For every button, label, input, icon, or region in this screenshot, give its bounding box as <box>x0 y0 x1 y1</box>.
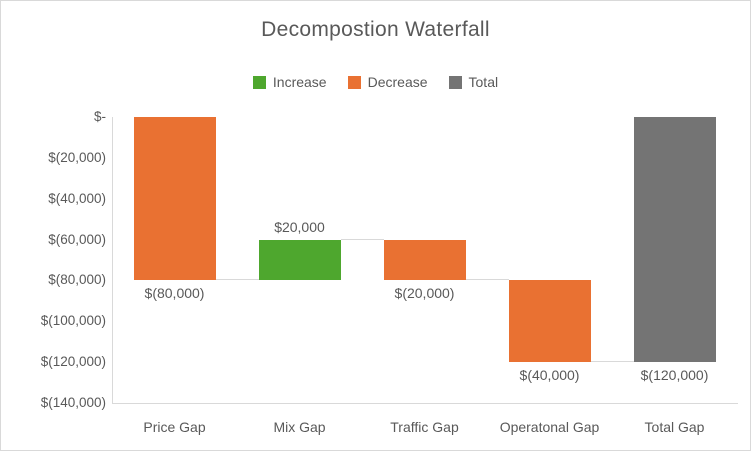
y-tick-label: $(40,000) <box>48 190 106 206</box>
plot-area <box>112 117 738 404</box>
bar-price-gap[interactable] <box>133 117 216 281</box>
bar-total-gap[interactable] <box>633 117 716 363</box>
x-category-label-mix-gap: Mix Gap <box>273 419 326 435</box>
legend-swatch-decrease <box>347 75 361 89</box>
x-category-label-operatonal-gap: Operatonal Gap <box>499 419 600 435</box>
data-label-traffic-gap: $(20,000) <box>394 285 455 302</box>
bar-traffic-gap[interactable] <box>383 239 466 281</box>
y-tick-label: $(140,000) <box>40 395 106 410</box>
y-tick-label: $(80,000) <box>48 272 106 288</box>
connector-line <box>465 279 509 281</box>
legend-item-increase[interactable]: Increase <box>252 74 327 90</box>
data-label-total-gap: $(120,000) <box>640 367 709 384</box>
y-tick-label: $(120,000) <box>40 354 106 370</box>
connector-line <box>340 238 384 240</box>
legend-swatch-increase <box>252 75 266 89</box>
legend-label: Increase <box>272 74 327 90</box>
legend-label: Total <box>468 74 499 90</box>
x-category-label-total-gap: Total Gap <box>644 419 705 435</box>
chart-legend: Increase Decrease Total <box>1 74 750 90</box>
legend-item-decrease[interactable]: Decrease <box>347 74 428 90</box>
bar-mix-gap[interactable] <box>258 239 341 281</box>
data-label-price-gap: $(80,000) <box>144 285 205 302</box>
connector-line <box>215 279 259 281</box>
data-label-operatonal-gap: $(40,000) <box>519 367 580 384</box>
legend-swatch-total <box>448 75 462 89</box>
x-category-label-price-gap: Price Gap <box>143 419 206 435</box>
y-tick-label: $(100,000) <box>40 313 106 329</box>
data-label-mix-gap: $20,000 <box>274 218 325 235</box>
connector-line <box>590 361 634 363</box>
y-tick-label: $(60,000) <box>48 231 106 247</box>
y-tick-label: $(20,000) <box>48 149 106 165</box>
y-tick-label: $- <box>93 109 106 124</box>
legend-item-total[interactable]: Total <box>448 74 499 90</box>
bar-operatonal-gap[interactable] <box>508 280 591 363</box>
legend-label: Decrease <box>367 74 428 90</box>
chart-title: Decompostion Waterfall <box>261 18 490 41</box>
x-category-label-traffic-gap: Traffic Gap <box>390 419 459 435</box>
